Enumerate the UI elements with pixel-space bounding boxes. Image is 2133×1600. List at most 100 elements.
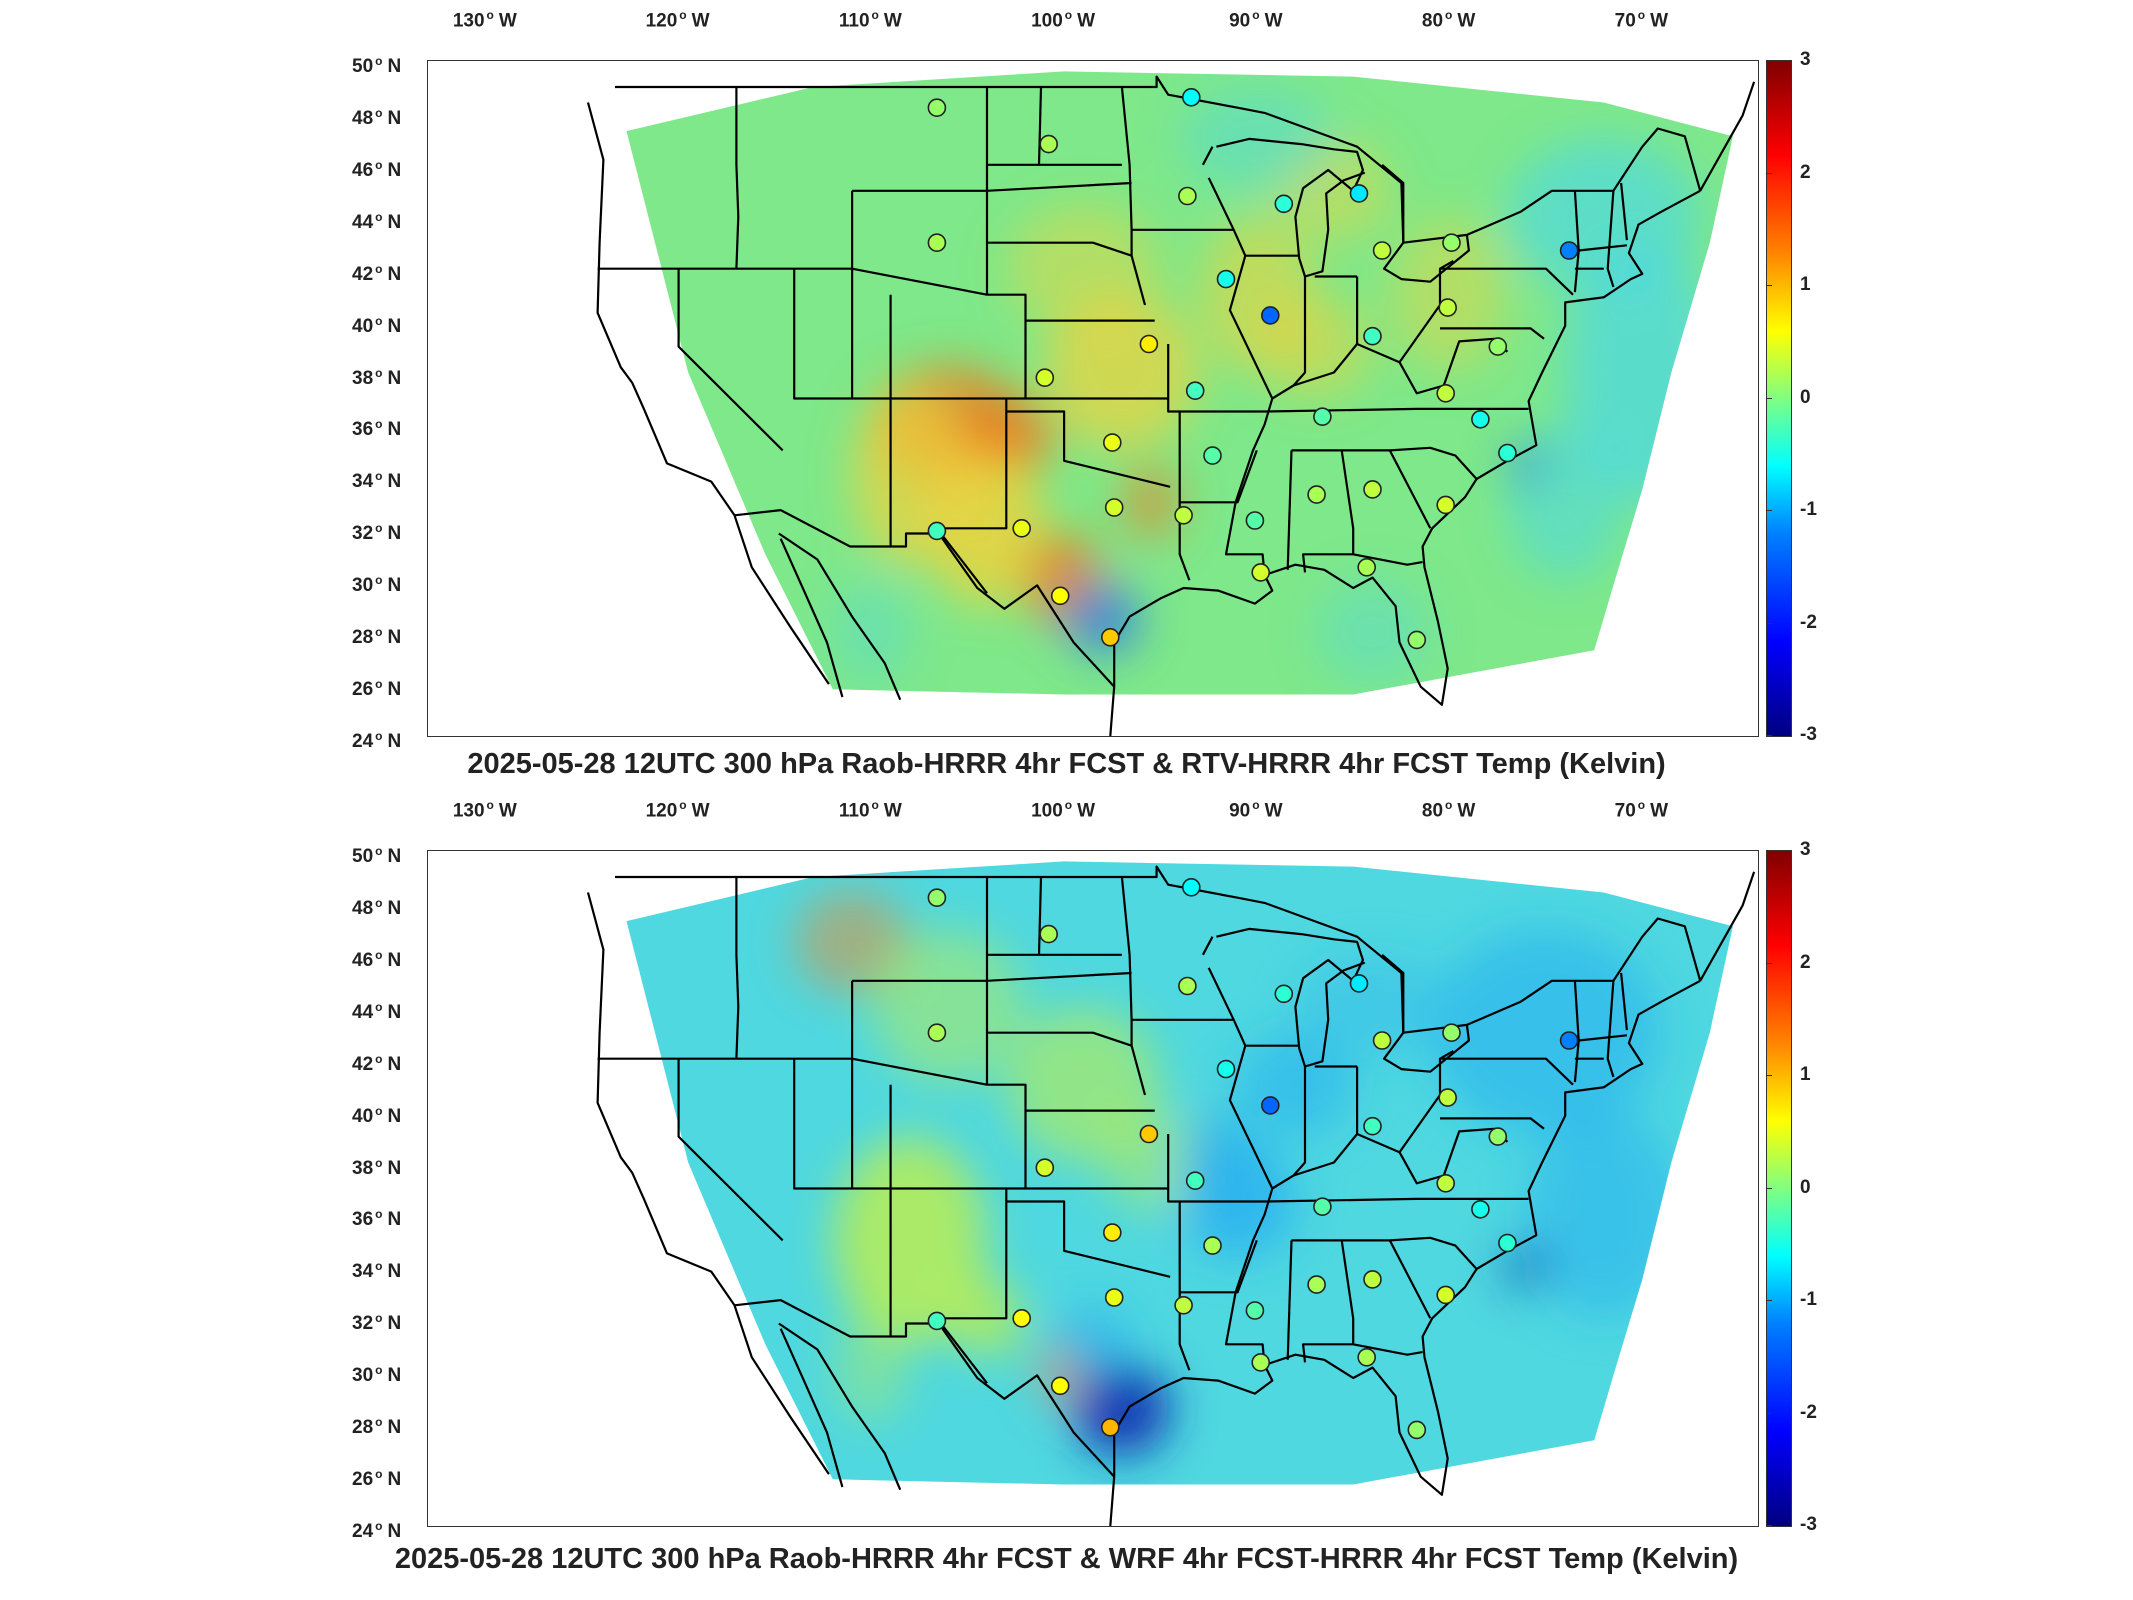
boundary-line [1178, 1201, 1258, 1294]
boundary-line [1301, 450, 1355, 573]
boundary-line [1201, 146, 1214, 166]
state-boundaries [586, 865, 1702, 1496]
lon-tick-label: 130 o W [452, 798, 517, 822]
lat-tick-label: 46 o N [352, 157, 402, 182]
lat-tick-label: 26 o N [352, 676, 402, 701]
boundary-line [1207, 177, 1274, 576]
station-marker [1274, 984, 1294, 1004]
colorbar-tick-label: 3 [1800, 49, 1811, 70]
station-marker [1174, 505, 1193, 525]
lat-tick-label: 28 o N [352, 1414, 402, 1439]
station-marker [1102, 1223, 1122, 1242]
lat-tick-label: 38 o N [352, 365, 402, 389]
station-marker [1251, 563, 1271, 582]
map-svg [586, 71, 1756, 736]
lon-tick-label: 90 o W [1229, 798, 1283, 822]
colorbar-tick-mark [1766, 1075, 1772, 1076]
boundary-line [1293, 343, 1358, 387]
boundary-line [1352, 553, 1423, 566]
station-marker [1438, 1088, 1458, 1107]
station-marker [1181, 87, 1201, 107]
boundary-line [1113, 979, 1701, 1496]
station-marker [1139, 1124, 1159, 1144]
station-marker [1203, 1236, 1222, 1255]
colorbar-tick-mark [1766, 1412, 1772, 1414]
station-marker [1181, 877, 1201, 897]
boundary-line [936, 398, 1008, 530]
station-marker [1407, 1420, 1427, 1440]
station-marker [1174, 1295, 1193, 1315]
anomaly-blob [1064, 582, 1142, 656]
anomaly-blob [1179, 1110, 1257, 1189]
station-marker [1104, 498, 1124, 517]
lat-tick-label: 24 o N [352, 1518, 402, 1543]
boundary-line [1620, 972, 1628, 1031]
baja-coast-west [733, 1304, 830, 1475]
bottom-map-panel: 2025-05-28 12UTC 300 hPa Raob-HRRR 4hr F… [0, 795, 2133, 1600]
anomaly-blob [1006, 1006, 1161, 1163]
tamaulipas-coast [1109, 1476, 1116, 1526]
boundary-line [1620, 182, 1628, 241]
colorbar-tick-label: -3 [1800, 724, 1817, 745]
station-marker [1104, 1288, 1124, 1307]
station-marker [1498, 1233, 1517, 1253]
station-marker [927, 888, 947, 908]
raob-stations [927, 877, 1579, 1440]
boundary-line [987, 241, 1132, 257]
tamaulipas-coast [1109, 686, 1116, 736]
boundary-line [1440, 267, 1574, 296]
lat-tick-label: 44 o N [352, 209, 402, 233]
lon-tick-label: 120 o W [645, 8, 710, 32]
colorbar-tick-mark [1766, 850, 1772, 851]
station-marker [1407, 630, 1427, 650]
lon-tick-label: 90 o W [1229, 8, 1283, 32]
boundary-line [735, 87, 740, 269]
anomaly-blob [832, 1318, 910, 1423]
boundary-line [985, 87, 1027, 399]
sonora-coast [778, 1322, 902, 1491]
boundary-line [1271, 1066, 1307, 1190]
station-marker [1245, 1301, 1265, 1320]
station-marker [1471, 409, 1490, 429]
lat-tick-label: 30 o N [352, 573, 402, 597]
lon-tick-label: 130 o W [452, 8, 517, 32]
station-marker [1245, 511, 1265, 530]
anomaly-blob [1121, 463, 1180, 542]
lat-tick-label: 40 o N [352, 313, 402, 337]
station-marker [1307, 485, 1326, 504]
colorbar-tick-mark [1766, 1300, 1772, 1301]
boundary-line [1578, 1034, 1628, 1042]
boundary-line [1037, 876, 1043, 955]
colorbar-tick-label: -2 [1800, 1401, 1817, 1423]
panel-title: 2025-05-28 12UTC 300 hPa Raob-HRRR 4hr F… [394, 1543, 1739, 1575]
boundary-line [1293, 1133, 1358, 1177]
colorbar-tick-label: 1 [1800, 1064, 1811, 1085]
station-marker [1436, 1173, 1456, 1193]
boundary-line [1388, 449, 1432, 529]
station-marker [1313, 407, 1332, 427]
boundary-line [936, 1188, 1008, 1320]
lon-tick-label: 70 o W [1614, 798, 1669, 822]
anomaly-blob [1295, 954, 1450, 1059]
boundary-line [1291, 1236, 1478, 1270]
anomaly-blob [832, 580, 910, 685]
lat-tick-label: 36 o N [352, 1207, 402, 1231]
anomaly-blob [852, 385, 968, 568]
colorbar-tick-label: -2 [1800, 611, 1817, 633]
lat-tick-label: 26 o N [352, 1466, 402, 1491]
station-marker [1274, 194, 1294, 214]
boundary-line [1271, 276, 1307, 400]
colorbar-tick-label: -1 [1800, 499, 1817, 520]
station-marker [927, 1023, 947, 1042]
colorbar-tick-label: 1 [1800, 274, 1811, 295]
anomaly-blob [871, 928, 1026, 1085]
boundary-line [1216, 137, 1366, 278]
station-marker [1313, 1197, 1332, 1217]
boundary-line [1006, 410, 1171, 488]
station-marker [1372, 1031, 1392, 1050]
colorbar [1766, 60, 1792, 737]
map-svg [586, 861, 1756, 1526]
lat-tick-label: 24 o N [352, 728, 402, 753]
colorbar-tick-label: 0 [1800, 386, 1811, 408]
baja-coast-east [779, 538, 844, 698]
